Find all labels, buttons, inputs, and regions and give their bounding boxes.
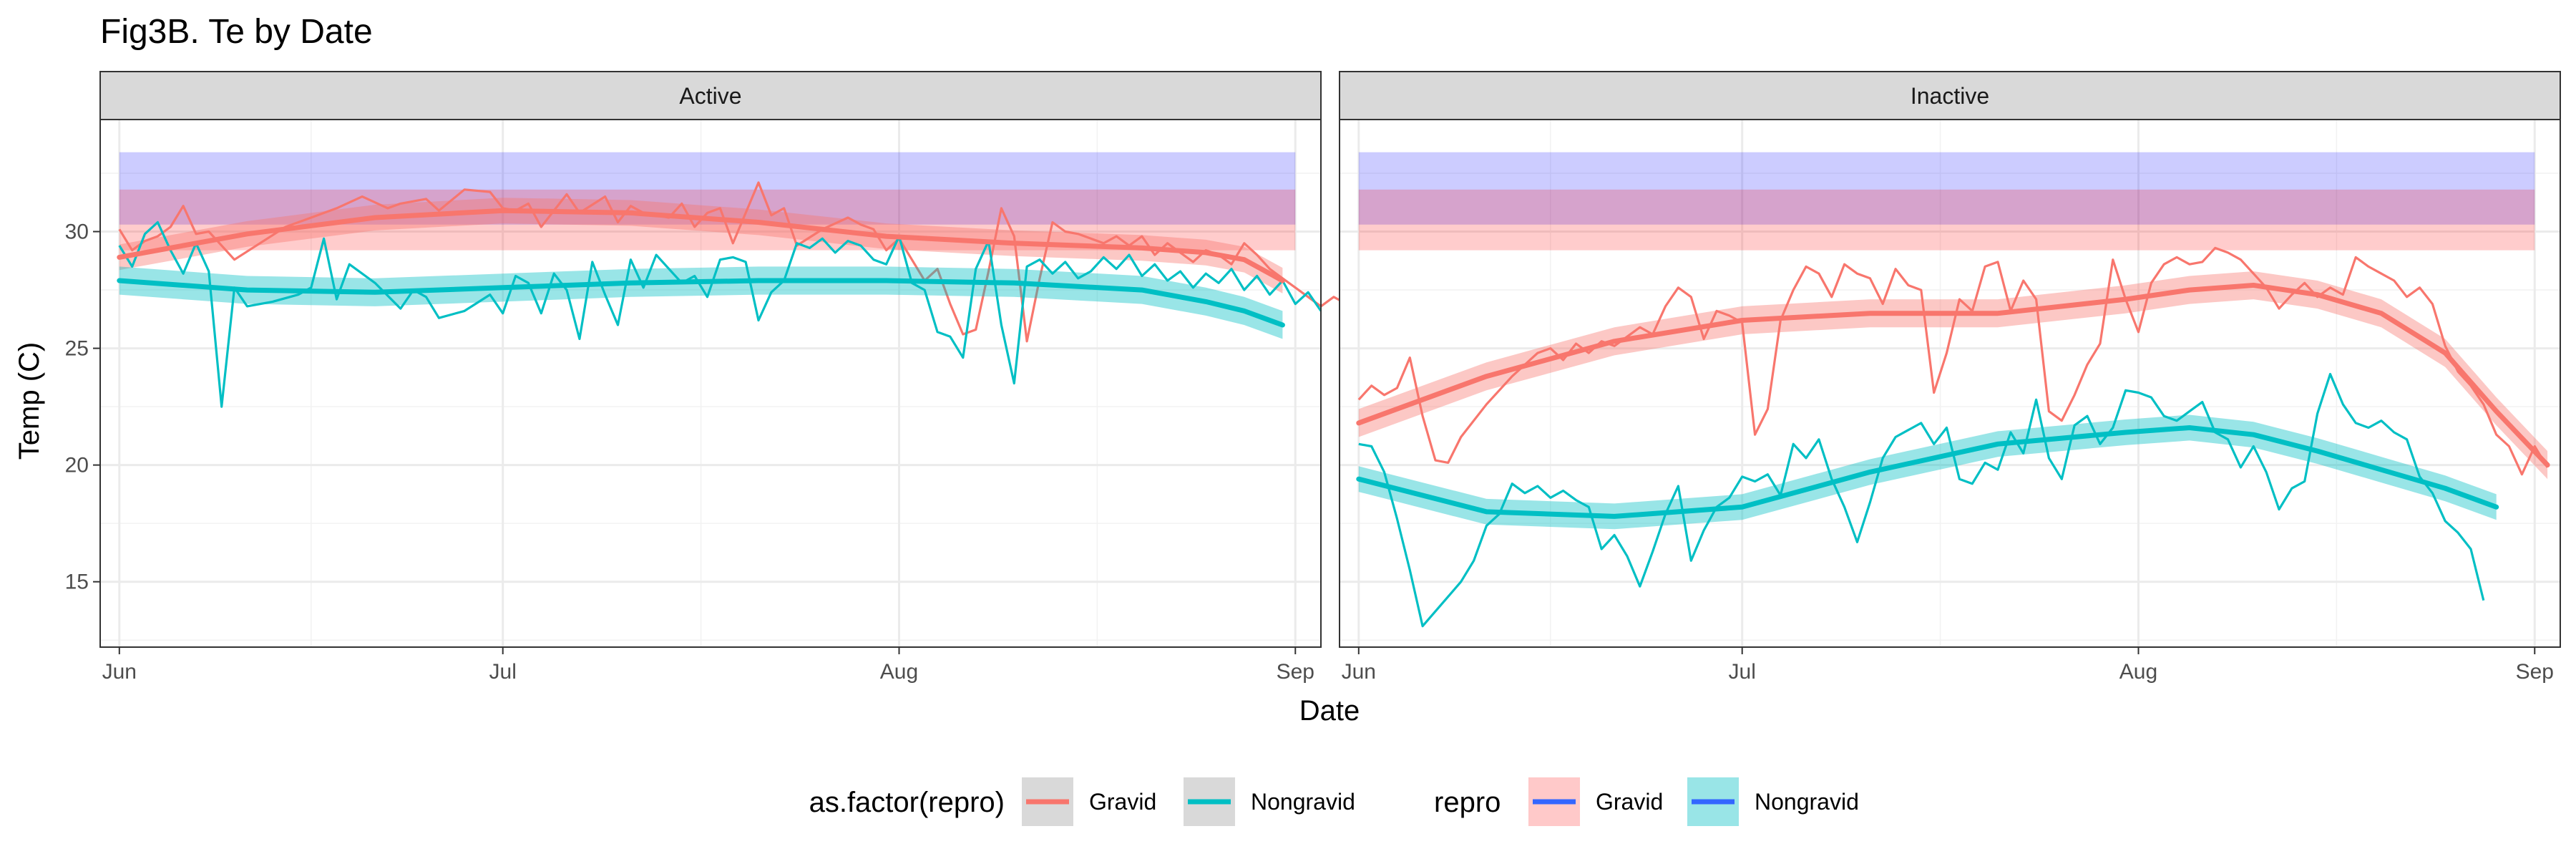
raw-line-nongravid-inactive	[1358, 372, 2485, 628]
legend: as.factor(repro) Gravid Nongravid repro Grav…	[809, 777, 1859, 826]
smooth-line-nongravid-inactive	[1356, 425, 2499, 519]
legend-label-gravid: Gravid	[1089, 789, 1156, 815]
y-tick-label: 25	[65, 337, 89, 361]
x-axis-title: Date	[1299, 695, 1360, 727]
x-tick-label: Aug	[2119, 660, 2157, 684]
panel-active: Active Jun Jul Aug Sep 15 20 25 30	[65, 71, 1552, 684]
smooth-line-gravid-inactive	[1356, 283, 2550, 468]
band-gravid-inactive	[1358, 189, 2535, 251]
ribbon-gravid-active	[119, 198, 1283, 293]
smooth-line-gravid-active	[117, 208, 1285, 283]
raw-line-nongravid-active	[118, 220, 1322, 408]
strip-label-inactive: Inactive	[1911, 83, 1989, 109]
y-tick-label: 30	[65, 220, 89, 244]
chart-title: Fig3B. Te by Date	[100, 13, 373, 51]
y-tick-label: 15	[65, 571, 89, 594]
plot-bg-inactive	[1340, 120, 2560, 647]
x-tick-label: Jun	[102, 660, 137, 684]
strip-active	[99, 71, 1322, 120]
panel-border-inactive	[1339, 119, 2561, 648]
legend-label-nongravid: Nongravid	[1251, 789, 1355, 815]
legend-label-repro-nongravid: Nongravid	[1755, 789, 1859, 815]
x-tick-label: Jul	[489, 660, 517, 684]
strip-label-active: Active	[679, 83, 741, 109]
x-tick-label: Jun	[1342, 660, 1376, 684]
x-tick-label: Aug	[880, 660, 918, 684]
x-tick-label: Sep	[1277, 660, 1314, 684]
grid-inactive	[1340, 120, 2560, 647]
panel-inactive: Inactive Jun Jul Aug Sep	[1339, 71, 2561, 684]
legend-title-as-factor: as.factor(repro)	[809, 787, 1005, 818]
raw-line-gravid-inactive	[1357, 246, 2549, 476]
x-tick-label: Sep	[2516, 660, 2554, 684]
y-axis-title: Temp (C)	[14, 342, 45, 460]
legend-title-repro: repro	[1434, 787, 1501, 818]
plot-bg-active	[100, 120, 1321, 647]
band-nongravid-inactive	[1358, 152, 2535, 225]
ribbon-gravid-inactive	[1358, 271, 2548, 480]
strip-inactive	[1339, 71, 2561, 120]
smooth-line-nongravid-active	[117, 278, 1285, 328]
legend-label-repro-gravid: Gravid	[1596, 789, 1663, 815]
x-tick-label: Jul	[1729, 660, 1756, 684]
ribbon-nongravid-inactive	[1358, 414, 2497, 530]
y-tick-label: 20	[65, 454, 89, 477]
panel-border-active	[99, 119, 1322, 648]
